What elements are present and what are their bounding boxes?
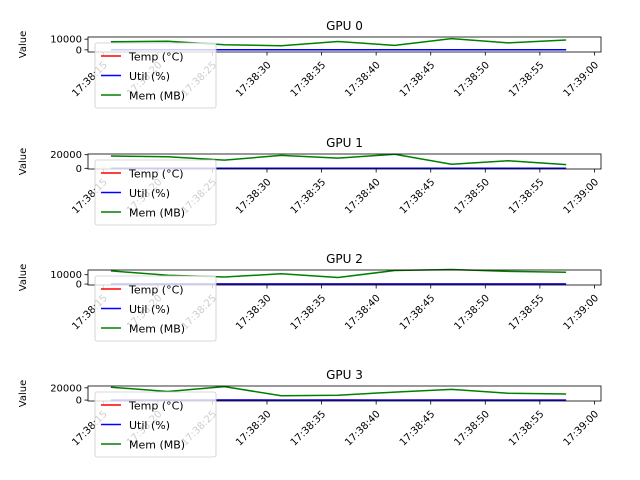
x-tick-label: 17:38:30 xyxy=(234,293,274,333)
x-tick-label: 17:38:50 xyxy=(452,177,492,217)
x-tick-label: 17:38:45 xyxy=(398,177,438,217)
legend-box xyxy=(94,42,217,109)
x-tick-label: 17:38:30 xyxy=(234,60,274,100)
legend-box xyxy=(94,391,217,458)
x-tick-label: 17:38:40 xyxy=(343,409,383,449)
legend-box xyxy=(94,275,217,342)
x-tick-label: 17:38:35 xyxy=(289,409,329,449)
y-tick-label: 10000 xyxy=(50,35,82,46)
x-tick-label: 17:39:00 xyxy=(562,409,602,449)
x-tick-label: 17:39:00 xyxy=(562,177,602,217)
chart-title: GPU 3 xyxy=(326,368,363,382)
y-tick-label: 20000 xyxy=(50,150,82,161)
series-line-3 xyxy=(110,37,567,47)
axes-frame xyxy=(87,153,602,170)
series-line-3 xyxy=(110,153,567,166)
legend-entry: Temp (°C) xyxy=(128,284,184,297)
legend-entry: Util (%) xyxy=(129,187,170,200)
x-tick-label: 17:38:45 xyxy=(398,293,438,333)
legend-entry: Mem (MB) xyxy=(129,323,185,336)
x-tick-label: 17:38:35 xyxy=(289,293,329,333)
y-axis-label: Value xyxy=(18,264,29,291)
legend-entry: Temp (°C) xyxy=(128,168,184,181)
x-tick-label: 17:38:55 xyxy=(507,409,547,449)
chart-title: GPU 2 xyxy=(326,252,363,266)
x-tick-label: 17:38:50 xyxy=(452,60,492,100)
x-tick-label: 17:38:40 xyxy=(343,293,383,333)
legend-entry: Util (%) xyxy=(129,70,170,83)
y-tick-label: 0 xyxy=(76,280,82,291)
legend-entry: Mem (MB) xyxy=(129,439,185,452)
x-tick-label: 17:38:50 xyxy=(452,409,492,449)
x-tick-label: 17:38:45 xyxy=(398,60,438,100)
x-tick-label: 17:38:55 xyxy=(507,60,547,100)
x-tick-label: 17:38:35 xyxy=(289,177,329,217)
y-tick-label: 0 xyxy=(76,164,82,175)
axes-frame xyxy=(87,36,602,53)
x-tick-label: 17:38:40 xyxy=(343,177,383,217)
axes-frame xyxy=(87,385,602,402)
y-tick-label: 10000 xyxy=(50,270,82,281)
chart-title: GPU 0 xyxy=(326,19,363,33)
legend-entry: Mem (MB) xyxy=(129,207,185,220)
axes-frame xyxy=(87,269,602,286)
x-tick-label: 17:38:35 xyxy=(289,60,329,100)
x-tick-label: 17:38:45 xyxy=(398,409,438,449)
x-tick-label: 17:38:30 xyxy=(234,177,274,217)
y-tick-label: 0 xyxy=(76,396,82,407)
legend-entry: Mem (MB) xyxy=(129,90,185,103)
y-axis-label: Value xyxy=(18,31,29,58)
x-tick-label: 17:39:00 xyxy=(562,60,602,100)
x-tick-label: 17:39:00 xyxy=(562,293,602,333)
y-tick-label: 20000 xyxy=(50,383,82,394)
x-tick-label: 17:38:55 xyxy=(507,177,547,217)
chart-title: GPU 1 xyxy=(326,136,363,150)
x-tick-label: 17:38:50 xyxy=(452,293,492,333)
legend-entry: Util (%) xyxy=(129,303,170,316)
y-axis-label: Value xyxy=(18,380,29,407)
y-axis-label: Value xyxy=(18,148,29,175)
x-tick-label: 17:38:40 xyxy=(343,60,383,100)
legend-entry: Util (%) xyxy=(129,419,170,432)
x-tick-label: 17:38:30 xyxy=(234,409,274,449)
series-line-3 xyxy=(110,385,567,397)
x-tick-label: 17:38:55 xyxy=(507,293,547,333)
legend-entry: Temp (°C) xyxy=(128,400,184,413)
legend-entry: Temp (°C) xyxy=(128,51,184,64)
legend-box xyxy=(94,159,217,226)
y-tick-label: 0 xyxy=(76,45,82,56)
